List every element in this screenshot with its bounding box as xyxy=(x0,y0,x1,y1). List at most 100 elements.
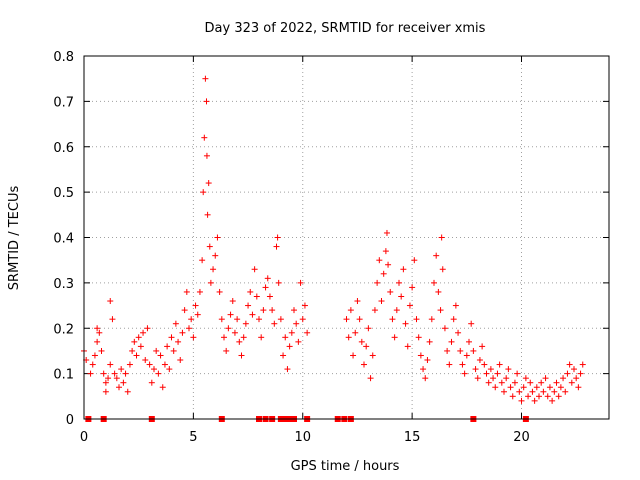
data-point xyxy=(455,329,462,336)
data-point xyxy=(369,352,376,359)
data-point xyxy=(304,329,311,336)
y-tick-label: 0.1 xyxy=(53,368,74,383)
data-point xyxy=(424,357,431,364)
data-point xyxy=(91,352,98,359)
y-tick-label: 0 xyxy=(66,413,74,428)
data-point xyxy=(196,288,203,295)
data-point xyxy=(286,343,293,350)
data-point xyxy=(122,370,129,377)
data-point xyxy=(361,361,367,368)
data-point xyxy=(177,357,184,364)
tick-labels: 0 0.1 0.2 0.3 0.4 0.5 0.6 0.7 0.8 0 5 10 15 20 xyxy=(53,50,529,445)
grid xyxy=(84,56,609,419)
data-point xyxy=(409,284,416,291)
data-point xyxy=(206,243,213,250)
data-point xyxy=(505,366,512,373)
data-point xyxy=(371,307,378,314)
data-point xyxy=(391,334,398,341)
data-point xyxy=(175,338,182,345)
data-point xyxy=(544,393,551,400)
data-point xyxy=(264,275,271,282)
data-point xyxy=(269,307,276,314)
data-point xyxy=(450,316,457,323)
data-point xyxy=(223,347,230,354)
data-point xyxy=(98,347,105,354)
data-point xyxy=(538,379,545,386)
data-point xyxy=(142,357,149,364)
data-point xyxy=(295,338,302,345)
data-point xyxy=(428,316,435,323)
data-point xyxy=(227,311,234,318)
data-point xyxy=(155,370,162,377)
data-point xyxy=(398,293,405,300)
data-point xyxy=(249,311,256,318)
data-point xyxy=(284,366,291,373)
data-point xyxy=(354,298,361,305)
data-point xyxy=(207,279,214,286)
data-point xyxy=(126,361,133,368)
data-point xyxy=(120,379,127,386)
data-point xyxy=(148,379,155,386)
chart-title: Day 323 of 2022, SRMTID for receiver xmi… xyxy=(205,21,486,36)
x-tick-label: 0 xyxy=(80,430,88,445)
data-point xyxy=(199,257,206,264)
data-point xyxy=(516,388,523,395)
data-point xyxy=(380,270,387,277)
data-point xyxy=(140,329,147,336)
data-point xyxy=(575,384,582,391)
data-point xyxy=(542,375,549,382)
data-point xyxy=(378,298,385,305)
data-point xyxy=(190,334,197,341)
data-point xyxy=(144,325,151,332)
data-point xyxy=(186,325,192,332)
data-point xyxy=(161,361,168,368)
data-point xyxy=(200,189,207,196)
data-point xyxy=(522,375,529,382)
data-point xyxy=(376,257,383,264)
data-point xyxy=(507,384,514,391)
data-point xyxy=(549,397,556,404)
data-point xyxy=(166,366,173,373)
data-point xyxy=(533,384,540,391)
data-point xyxy=(221,334,227,341)
data-points xyxy=(81,75,586,422)
data-point xyxy=(245,302,252,309)
data-point xyxy=(282,334,289,341)
data-point xyxy=(168,334,175,341)
data-point xyxy=(111,370,118,377)
data-point xyxy=(347,307,354,314)
data-point xyxy=(256,316,262,323)
data-point xyxy=(94,338,101,345)
data-point xyxy=(487,366,494,373)
data-point xyxy=(113,375,120,382)
data-point xyxy=(472,366,479,373)
data-point xyxy=(274,234,281,241)
x-tick-label: 5 xyxy=(189,430,197,445)
data-point xyxy=(396,279,402,286)
data-point xyxy=(367,375,374,382)
data-point xyxy=(172,320,179,327)
data-point xyxy=(540,388,547,395)
data-point xyxy=(181,307,188,314)
data-point xyxy=(557,384,564,391)
data-point xyxy=(470,347,477,354)
data-point xyxy=(481,361,488,368)
data-point xyxy=(116,384,122,391)
data-point xyxy=(468,320,475,327)
data-point xyxy=(238,352,245,359)
data-point xyxy=(393,307,400,314)
data-point xyxy=(291,307,297,314)
data-point xyxy=(350,352,357,359)
data-point xyxy=(387,288,394,295)
data-point xyxy=(433,252,440,259)
data-point xyxy=(102,379,109,386)
data-point xyxy=(435,288,442,295)
data-point xyxy=(422,375,429,382)
data-point xyxy=(413,316,420,323)
x-tick-label: 10 xyxy=(294,430,311,445)
data-point xyxy=(210,266,217,273)
data-point xyxy=(496,361,503,368)
data-point xyxy=(234,316,241,323)
data-point xyxy=(96,329,103,336)
